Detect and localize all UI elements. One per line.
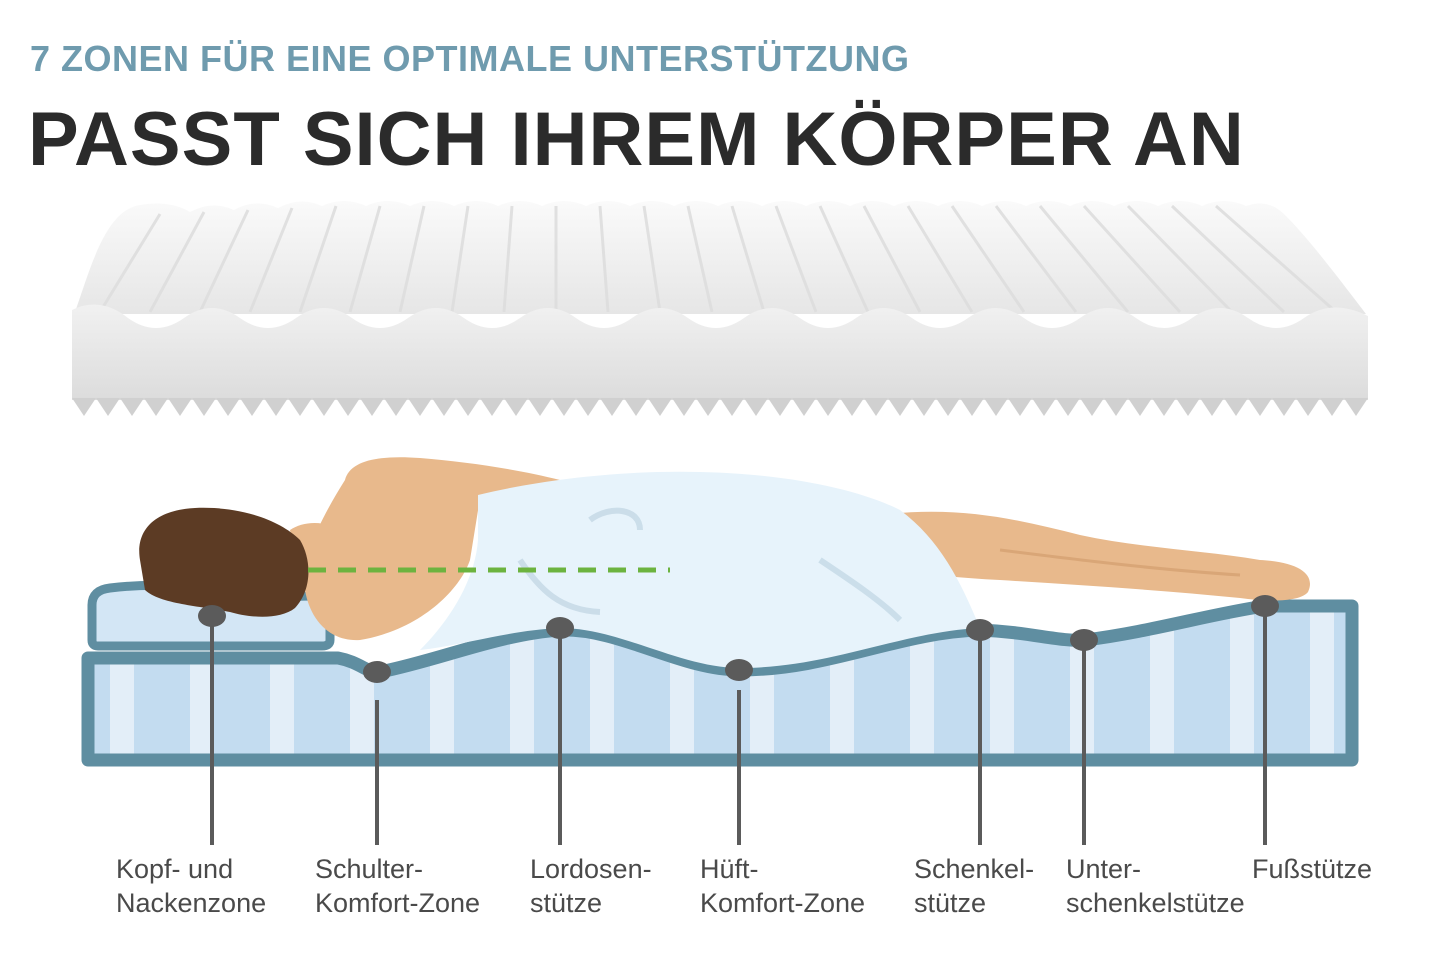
zone-marker-6	[1070, 629, 1098, 651]
page-title: PASST SICH IHREM KÖRPER AN	[28, 97, 1245, 182]
zone-label-kopf-nacken: Kopf- und Nackenzone	[116, 854, 267, 918]
foam-mattress-image	[72, 201, 1368, 416]
zone-label-unterschenkel: Unter-schenkelstütze	[1066, 854, 1245, 918]
back	[304, 457, 571, 641]
zone-marker-3	[546, 617, 574, 639]
zone-markers	[210, 606, 1267, 845]
zone-label-schenkel: Schenkel-stütze	[914, 854, 1035, 918]
legs	[880, 511, 1310, 601]
zone-marker-2	[363, 661, 391, 683]
zone-label-schulter: Schulter- Komfort-Zone	[315, 854, 481, 918]
zone-marker-7	[1251, 595, 1279, 617]
zone-label-lordose: Lordosen-stütze	[530, 854, 652, 918]
zone-marker-1	[198, 605, 226, 627]
zone-label-fuss: Fußstütze	[1252, 854, 1373, 884]
zone-label-hueft: Hüft- Komfort-Zone	[700, 854, 866, 918]
hair	[139, 507, 309, 617]
zone-marker-4	[725, 659, 753, 681]
zone-marker-5	[966, 619, 994, 641]
subtitle: 7 ZONEN FÜR EINE OPTIMALE UNTERSTÜTZUNG	[30, 38, 910, 79]
